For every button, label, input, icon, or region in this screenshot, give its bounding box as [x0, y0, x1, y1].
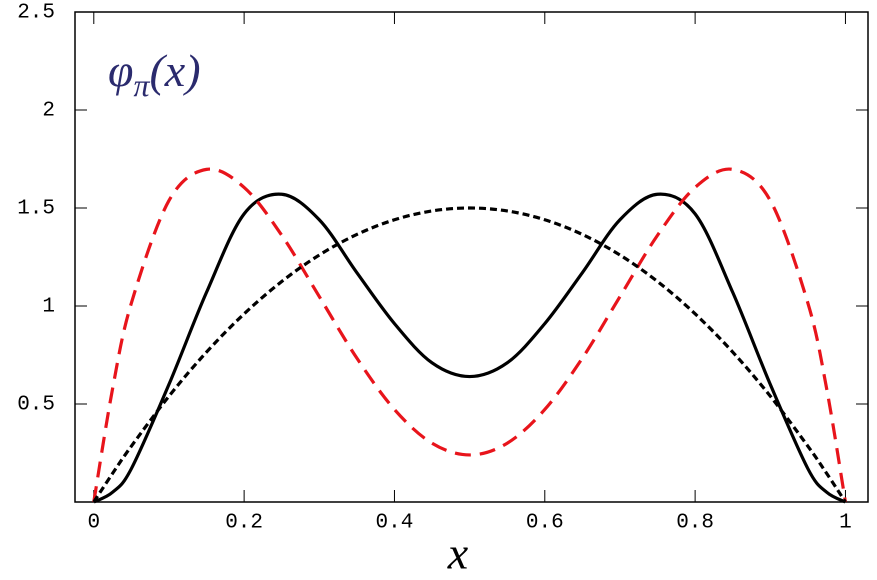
x-axis-label: x: [447, 528, 469, 579]
plot-frame: [74, 11, 869, 503]
annotation-base: φ: [108, 45, 133, 96]
y-tick-label: 2: [42, 100, 55, 123]
series-line: [93, 192, 847, 504]
y-tick-label: 0.5: [17, 394, 55, 417]
y-tick-label: 1: [42, 296, 55, 319]
annotation: φπ(x): [108, 45, 201, 103]
x-tick-label: 0.2: [225, 512, 263, 535]
x-tick-label: 0.6: [526, 512, 564, 535]
x-tick-label: 1: [839, 512, 852, 535]
series-line: [92, 167, 848, 503]
y-tick-label: 1.5: [17, 198, 55, 221]
series-line: [92, 206, 847, 503]
annotation-arg: (x): [149, 45, 200, 96]
x-tick-label: 0.4: [376, 512, 414, 535]
y-tick-label: 2.5: [17, 2, 55, 25]
annotation-sub: π: [133, 67, 150, 103]
x-tick-label: 0: [87, 512, 100, 535]
x-tick-label: 0.8: [676, 512, 714, 535]
